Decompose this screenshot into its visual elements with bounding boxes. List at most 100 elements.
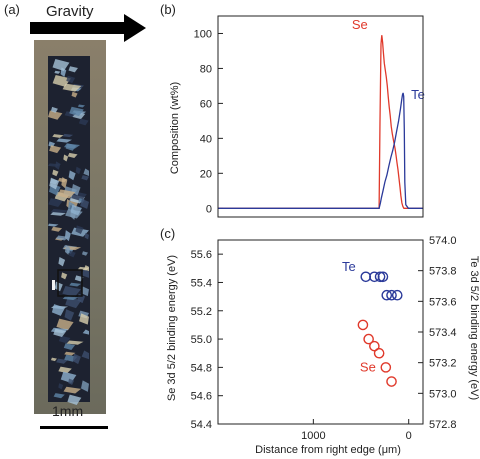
composition-frame [217, 15, 424, 218]
crystal-facet [81, 251, 88, 256]
series-label-se: Se [352, 17, 368, 32]
crystal-facet [81, 175, 89, 181]
data-point-te [386, 289, 397, 301]
composition-ylabel: Composition (wt%) [169, 82, 181, 174]
data-point-se [386, 376, 397, 387]
crystal-facet [80, 198, 89, 209]
data-point-se [380, 362, 392, 373]
panel-c-label: (c) [160, 226, 176, 241]
crystal-facet [69, 250, 76, 258]
crystal-facet [52, 134, 64, 138]
y-tick-label-right: 574.0 [429, 235, 457, 247]
y-tick-label-right: 573.8 [429, 266, 457, 278]
scale-bar [40, 426, 108, 429]
binding-energy-ylabel-left: Se 3d 5/2 binding energy (eV) [166, 255, 178, 401]
y-tick-label: 0 [206, 203, 212, 215]
crystal-facet [67, 394, 82, 406]
crystal-facet [63, 143, 81, 149]
crystal-facet [84, 232, 89, 240]
data-point-te [391, 289, 403, 301]
sample-photo [34, 40, 106, 414]
y-tick-label-right: 573.4 [429, 327, 457, 339]
crystal-facet [64, 244, 71, 255]
crystal-facet [62, 285, 81, 297]
y-tick-label-right: 573.2 [429, 358, 457, 370]
y-tick-label-left: 54.8 [191, 362, 212, 374]
crystal-facet [82, 329, 89, 335]
crystal-facet [48, 163, 62, 167]
data-point-te [381, 289, 393, 301]
series-label-te: Te [342, 259, 356, 274]
sample-marker-tick [52, 280, 55, 290]
crystal-facet [75, 225, 84, 234]
binding-energy-chart: Se 3d 5/2 binding energy (eV) Te 3d 5/2 … [166, 235, 480, 456]
series-label-te: Te [411, 87, 425, 102]
binding-energy-ylabel-right: Te 3d 5/2 binding energy (eV) [468, 256, 480, 400]
data-point-te [377, 271, 389, 283]
crystal-facet [81, 286, 89, 297]
series-line-te [218, 92, 423, 209]
crystal-facet [81, 268, 89, 278]
crystal-facet [64, 309, 75, 321]
y-tick-label: 80 [200, 63, 212, 75]
crystal-facet [61, 272, 68, 280]
crystal-facet [50, 106, 58, 113]
crystal-facet [58, 257, 66, 267]
crystal-facet [63, 154, 69, 162]
scale-bar-label: 1mm [52, 403, 84, 419]
data-point-se [373, 347, 385, 359]
y-tick-label-left: 55.2 [191, 306, 212, 318]
crystal-facet [78, 118, 89, 126]
y-tick-label: 20 [200, 168, 212, 180]
crystal-facet [56, 358, 68, 364]
crystal-facet [77, 104, 86, 108]
crystal-facet [68, 378, 75, 385]
y-tick-label-left: 55.0 [191, 334, 212, 346]
y-tick-label-right: 573.0 [429, 388, 457, 400]
gravity-arrow [30, 14, 146, 42]
crystal-facet [75, 166, 81, 175]
composition-plot-area: 0 20 40 60 80 100 Se Te [194, 17, 425, 215]
crystal-facet [57, 189, 76, 199]
y-tick-label-left: 55.6 [191, 249, 212, 261]
crystal-facet [56, 138, 72, 143]
composition-chart: Composition (wt%) 0 20 40 60 80 100 Se Te [169, 15, 425, 218]
crystal-facet [65, 296, 82, 309]
crystal-facet [57, 177, 68, 183]
crystal-facets [48, 59, 89, 406]
crystal-facet [62, 83, 82, 92]
data-point-te [374, 271, 386, 283]
data-point-te [360, 271, 372, 283]
y-tick-label: 40 [200, 133, 212, 145]
crystal-facet [52, 169, 59, 177]
crystal-facet [70, 204, 82, 216]
gravity-label: Gravity [46, 3, 94, 20]
binding-energy-frame [217, 239, 424, 425]
crystal-facet [81, 350, 89, 360]
y-tick-label-left: 54.6 [191, 391, 212, 403]
gravity-arrow-shaft [30, 22, 126, 34]
data-point-se [357, 319, 369, 331]
series-line-se [218, 35, 423, 209]
crystal-facet [52, 59, 70, 71]
crystal-facet [80, 380, 89, 392]
crystal-facet [50, 212, 67, 216]
crystal-facet [67, 152, 78, 158]
y-tick-label-right: 573.6 [429, 296, 457, 308]
crystal-facet [62, 133, 74, 138]
crystal-facet [50, 357, 57, 362]
data-point-se [363, 333, 374, 345]
crystal-facet [66, 75, 76, 84]
crystal-facet [54, 70, 61, 74]
crystal-facet [63, 343, 76, 351]
y-tick-label-left: 55.4 [191, 277, 212, 289]
x-tick-label: 0 [406, 430, 412, 442]
crystal-facet [69, 282, 82, 287]
crystal-facet [72, 353, 81, 365]
crystal-facet [62, 296, 79, 301]
crystal-facet [48, 223, 59, 227]
gravity-arrow-head [124, 14, 146, 42]
crystal-facet [63, 386, 82, 394]
crystal-facet [48, 198, 63, 207]
crystal-facet [48, 110, 63, 120]
